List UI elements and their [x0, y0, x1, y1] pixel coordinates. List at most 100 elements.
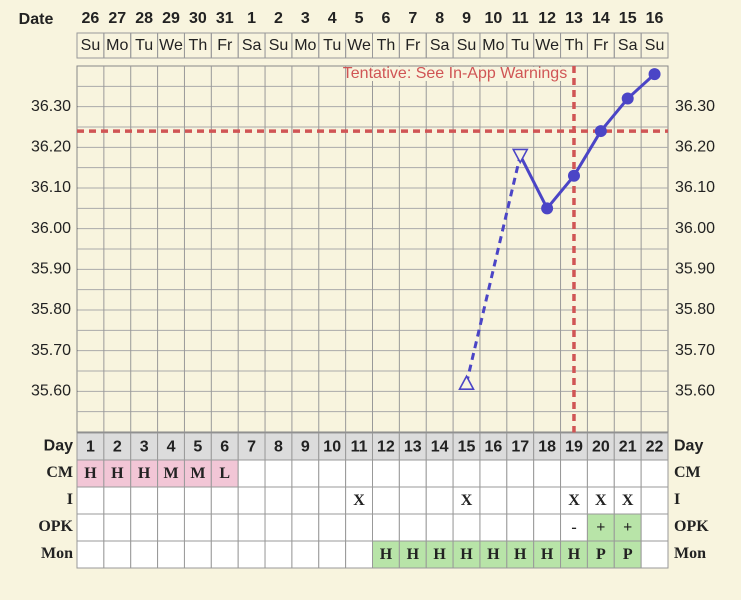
- cell: [425, 540, 454, 569]
- cell-text: 2: [113, 439, 122, 456]
- cell: [345, 486, 373, 515]
- cell: [264, 540, 293, 569]
- cell: [264, 486, 293, 515]
- cell: [506, 486, 535, 515]
- date: 4: [328, 10, 337, 27]
- cell-text: H: [487, 546, 500, 563]
- cell: [291, 432, 320, 461]
- cell: [533, 486, 562, 515]
- cell-text: H: [433, 546, 446, 563]
- line-segment: [572, 130, 603, 177]
- date: 12: [538, 10, 556, 27]
- row-label: Mon: [41, 545, 73, 562]
- cell-text: 20: [592, 439, 610, 456]
- cell: [479, 486, 508, 515]
- point: [511, 148, 529, 165]
- cell: [291, 513, 320, 542]
- cell: [76, 432, 105, 461]
- line-segment: [626, 73, 656, 100]
- cell: [506, 540, 535, 569]
- point: [621, 92, 634, 105]
- cell: [506, 513, 535, 542]
- cell: [264, 459, 293, 488]
- cell: [372, 486, 400, 515]
- date: 7: [408, 10, 417, 27]
- date: 1: [247, 10, 256, 27]
- cell-text: 6: [220, 439, 229, 456]
- row-label-right: CM: [674, 464, 701, 481]
- date: 31: [216, 10, 234, 27]
- cell: [157, 513, 185, 542]
- cell: [183, 540, 212, 569]
- cell: [425, 486, 454, 515]
- weekday: Tu: [323, 37, 341, 54]
- cell: [183, 486, 212, 515]
- cell: [398, 513, 427, 542]
- cell: [560, 540, 588, 569]
- cell: [76, 486, 105, 515]
- weekday: Su: [81, 37, 101, 54]
- line-segment: [518, 154, 549, 210]
- weekday: Mo: [106, 37, 128, 54]
- weekday: Tu: [135, 37, 153, 54]
- cell: [613, 540, 642, 569]
- y-tick-label-right: 36.00: [675, 220, 715, 237]
- weekday: Sa: [430, 37, 450, 54]
- cell: [398, 459, 427, 488]
- y-tick-label-right: 35.80: [675, 301, 715, 318]
- cell-text: H: [407, 546, 420, 563]
- cell: [291, 459, 320, 488]
- cell-text: 9: [301, 439, 310, 456]
- cell-text: 3: [140, 439, 149, 456]
- cell-text: H: [380, 546, 393, 563]
- cell: [533, 459, 562, 488]
- cell-text: 19: [565, 439, 583, 456]
- cell-text: 5: [193, 439, 202, 456]
- y-tick-label: 35.70: [31, 342, 71, 359]
- date: 2: [274, 10, 283, 27]
- cell-text: 10: [323, 439, 341, 456]
- date: 16: [646, 10, 664, 27]
- cell: [130, 540, 159, 569]
- cell: [237, 459, 266, 488]
- cell: [452, 513, 481, 542]
- weekday: Tu: [511, 37, 529, 54]
- cell: [560, 459, 588, 488]
- cell-text: X: [461, 492, 473, 509]
- date: 3: [301, 10, 310, 27]
- date: 6: [381, 10, 390, 27]
- cell-text: H: [460, 546, 473, 563]
- cell-text: +: [596, 519, 605, 536]
- date: 30: [189, 10, 207, 27]
- row-label-right: OPK: [674, 518, 709, 535]
- point: [458, 374, 475, 391]
- cell-text: 21: [619, 439, 637, 456]
- y-tick-label: 36.30: [31, 98, 71, 115]
- cell: [130, 513, 159, 542]
- cell: [425, 459, 454, 488]
- cell: [318, 486, 347, 515]
- cell-text: H: [138, 465, 151, 482]
- weekday: Th: [565, 37, 584, 54]
- weekday: Su: [645, 37, 665, 54]
- cell-text: 13: [404, 439, 422, 456]
- y-tick-label-right: 36.10: [675, 179, 715, 196]
- point: [594, 125, 607, 138]
- cell: [183, 432, 212, 461]
- cell: [640, 540, 669, 569]
- cell-text: 8: [274, 439, 283, 456]
- date: 26: [82, 10, 100, 27]
- cell: [586, 540, 615, 569]
- cell-text: H: [111, 465, 124, 482]
- cell: [560, 513, 588, 542]
- cell: [586, 432, 615, 461]
- cell: [318, 540, 347, 569]
- cell-text: L: [219, 465, 230, 482]
- date: 13: [565, 10, 583, 27]
- weekday: Su: [269, 37, 289, 54]
- cell: [291, 486, 320, 515]
- cell: [425, 432, 454, 461]
- weekday: Sa: [618, 37, 638, 54]
- cell: [237, 432, 266, 461]
- cell-text: M: [163, 465, 178, 482]
